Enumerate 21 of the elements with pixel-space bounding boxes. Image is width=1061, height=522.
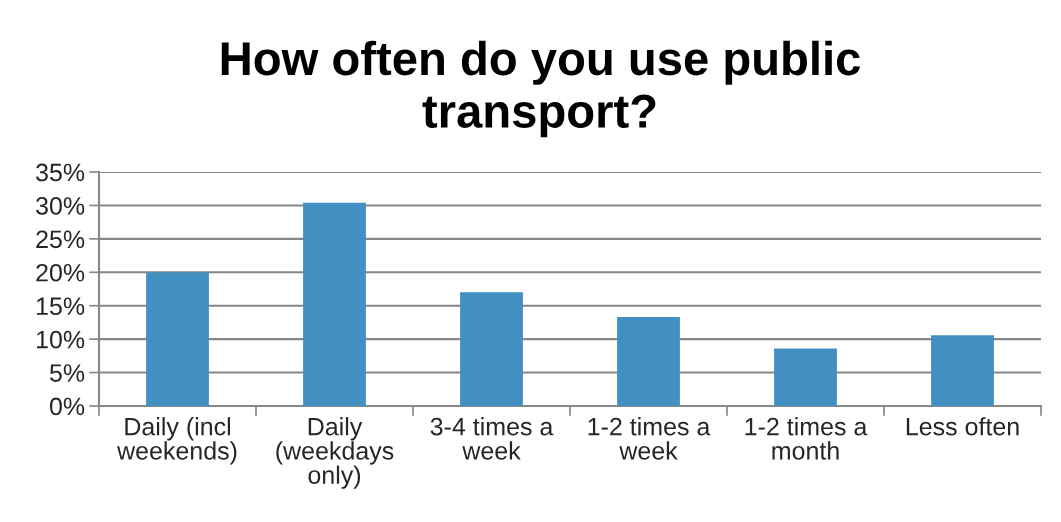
bar	[146, 272, 209, 406]
y-tick-label: 15%	[36, 297, 85, 316]
x-tick-label: Less often	[906, 417, 1019, 436]
x-tick-label: 1-2 times a week	[588, 417, 711, 460]
y-tick-label: 25%	[36, 230, 85, 249]
y-tick-label: 10%	[36, 330, 85, 349]
y-tick-label: 0%	[49, 397, 85, 416]
bar	[617, 317, 680, 406]
y-tick-label: 30%	[36, 197, 85, 215]
x-tick-label: Daily (weekdays only)	[276, 417, 394, 489]
y-tick-label: 20%	[36, 263, 85, 282]
bar	[931, 335, 994, 406]
bar	[460, 292, 523, 406]
bar	[774, 348, 837, 406]
x-tick-label: 1-2 times a month	[745, 417, 868, 460]
x-tick-label: Daily (incl weekends)	[117, 417, 237, 465]
y-tick-label: 35%	[36, 163, 85, 182]
bar	[303, 202, 366, 406]
chart-title: How often do you use public transport?	[221, 40, 861, 138]
x-tick-label: 3-4 times a week	[430, 417, 554, 460]
y-tick-label: 5%	[49, 364, 85, 382]
